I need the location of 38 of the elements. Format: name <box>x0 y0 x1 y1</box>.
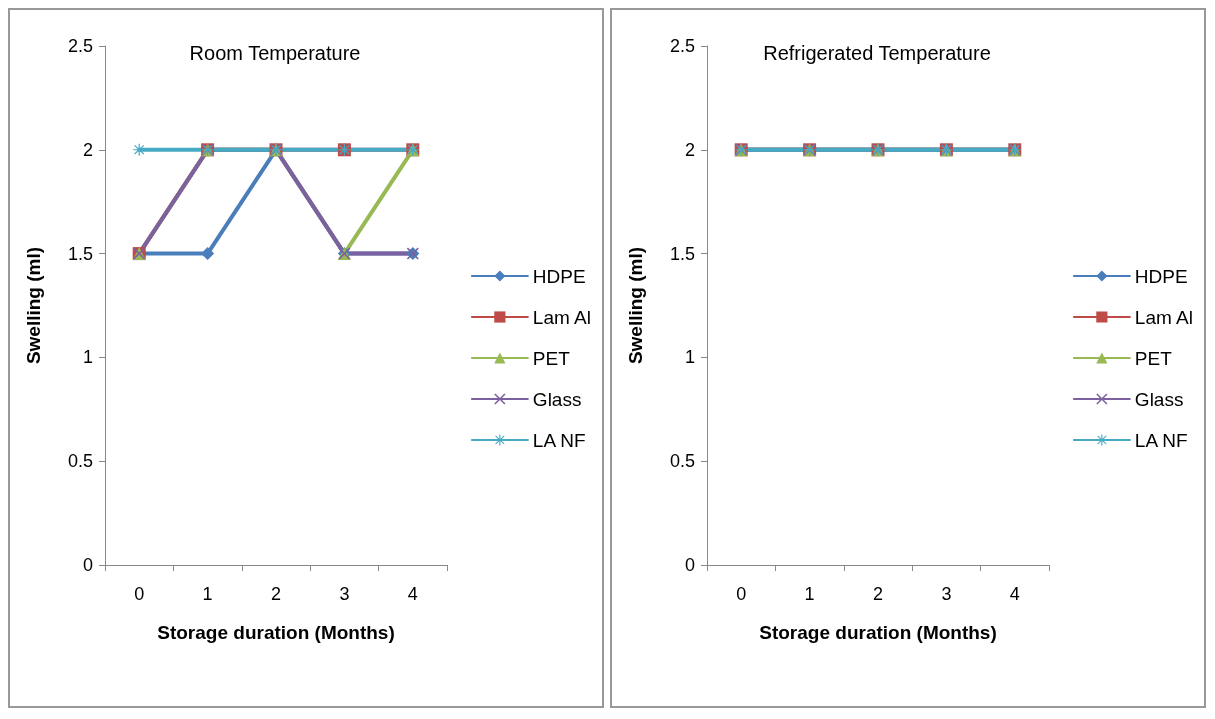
y-tick-label: 1 <box>82 347 93 368</box>
legend-label: PET <box>532 347 571 369</box>
y-tick-label: 0.5 <box>67 451 93 472</box>
legend-label: Glass <box>532 388 582 410</box>
x-tick-label: 3 <box>941 584 952 604</box>
x-tick-label: 2 <box>270 584 282 604</box>
x-axis-title: Storage duration (Months) <box>759 622 997 643</box>
x-axis-title: Storage duration (Months) <box>157 622 395 643</box>
y-tick-label: 1.5 <box>67 243 93 264</box>
legend-label: PET <box>1134 347 1173 369</box>
y-tick-label: 2.5 <box>67 36 93 56</box>
y-tick-label: 2 <box>82 139 93 160</box>
legend-label: LA NF <box>532 429 586 451</box>
x-tick-label: 0 <box>134 584 145 604</box>
x-tick-label: 1 <box>202 584 213 604</box>
x-tick-label: 4 <box>1009 584 1020 604</box>
y-tick-label: 1 <box>684 347 695 368</box>
x-tick-label: 4 <box>407 584 418 604</box>
y-tick-label: 0 <box>684 555 695 575</box>
legend-label: Glass <box>1134 388 1184 410</box>
y-tick-label: 1.5 <box>669 243 695 264</box>
y-axis-title: Swelling (ml) <box>625 246 646 365</box>
x-tick-label: 2 <box>872 584 884 604</box>
x-tick-label: 3 <box>339 584 350 604</box>
legend-label: Lam Al <box>1134 306 1193 328</box>
y-tick-label: 0.5 <box>669 451 695 472</box>
y-tick-label: 0 <box>82 555 93 575</box>
chart-title: Refrigerated Temperature <box>763 42 991 64</box>
legend-label: LA NF <box>1134 429 1188 451</box>
y-axis-title: Swelling (ml) <box>23 246 44 365</box>
x-tick-label: 1 <box>804 584 815 604</box>
legend-label: Lam Al <box>532 306 591 328</box>
y-tick-label: 2.5 <box>669 36 695 56</box>
x-tick-label: 0 <box>736 584 747 604</box>
legend-label: HDPE <box>1134 265 1188 287</box>
y-tick-label: 2 <box>684 139 695 160</box>
legend-label: HDPE <box>532 265 586 287</box>
chart-title: Room Temperature <box>189 42 361 64</box>
